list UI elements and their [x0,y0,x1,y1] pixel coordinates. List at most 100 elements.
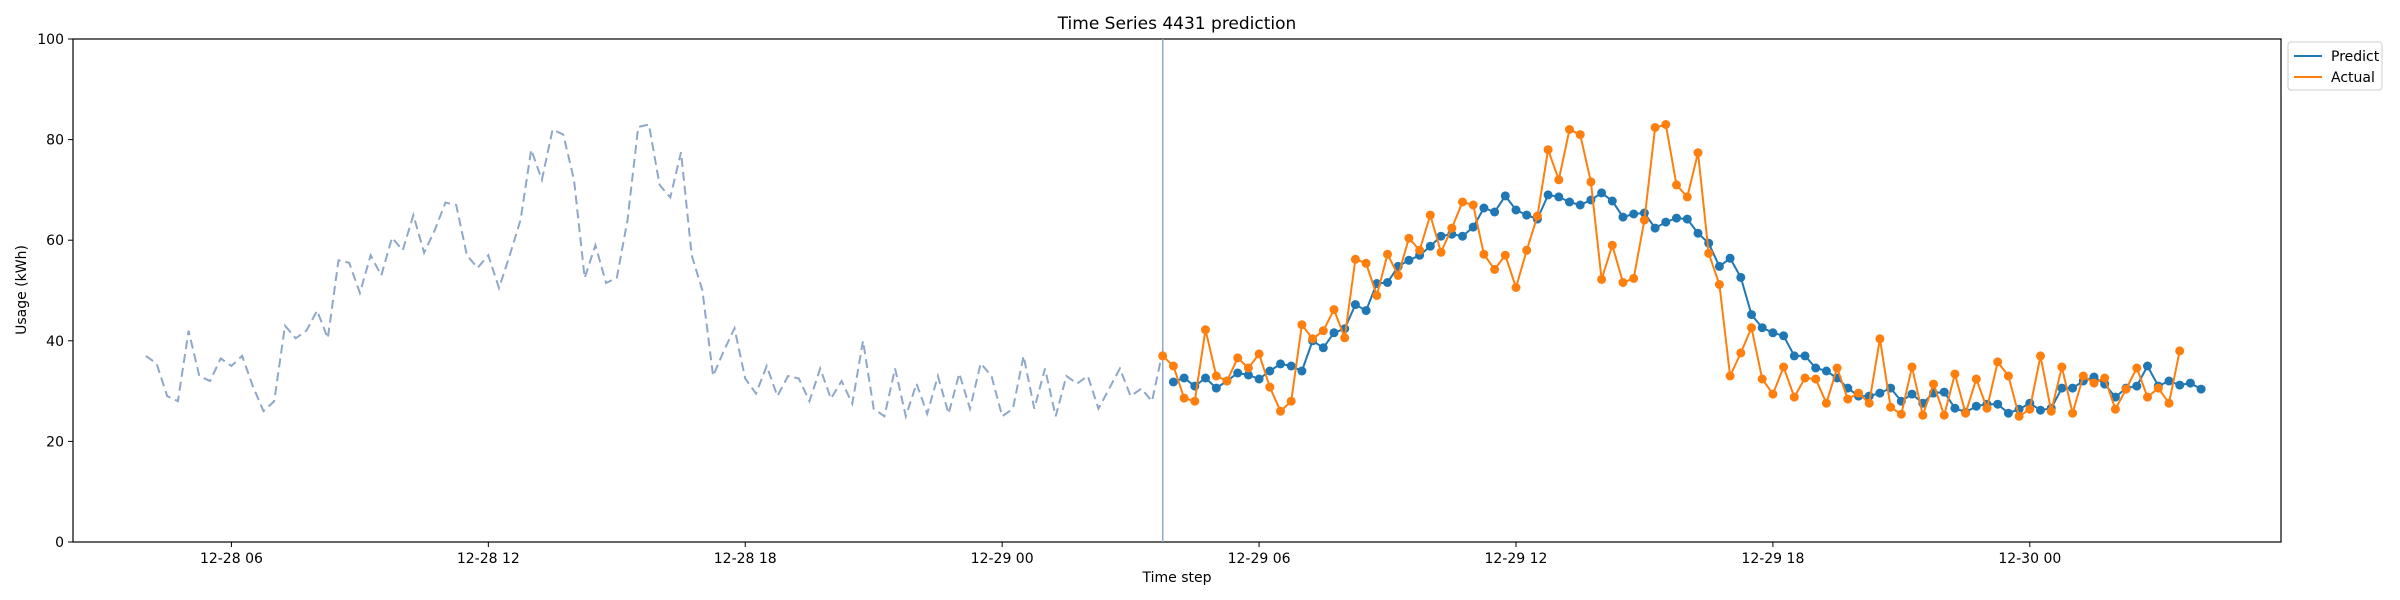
actual-point [1168,361,1178,371]
y-axis: 0 20 40 60 80 100 [37,32,73,551]
predict-point [2175,380,2185,390]
actual-point [1993,357,2003,367]
actual-point [2068,408,2078,418]
history-line [145,123,1164,421]
actual-point [2100,373,2110,383]
actual-point [1276,406,1285,416]
actual-point [1811,374,1821,384]
predict-point [1661,217,1671,227]
actual-point [1393,270,1403,280]
predict-point [2036,405,2045,415]
actual-point [1907,362,1917,372]
predict-point [1201,373,1210,383]
predict-point [1468,222,1478,232]
actual-point [2036,351,2045,361]
actual-line [1162,123,2181,419]
actual-point [1211,371,1221,381]
predict-point [1682,214,1692,224]
predict-point [1971,401,1981,411]
predict-point [1736,272,1746,282]
predict-point [1168,377,1178,387]
actual-point [1821,398,1831,408]
predict-point [1875,388,1885,398]
actual-point [1350,254,1360,264]
actual-point [1704,248,1714,258]
x-tick-label: 12-29 18 [1741,551,1804,567]
actual-point [1500,250,1510,260]
legend-label-actual: Actual [2331,70,2375,86]
actual-point [2025,404,2035,414]
predict-point [2164,376,2174,386]
actual-point [1308,334,1318,344]
actual-point [1672,180,1681,190]
predict-point [1254,374,1264,384]
predict-point [1436,231,1446,241]
actual-point [1597,274,1607,284]
actual-point [2078,371,2088,381]
actual-point [1629,273,1639,283]
predict-point [1950,403,1960,413]
actual-point [1886,402,1896,412]
predict-point [1907,389,1917,399]
actual-point [1800,373,1810,383]
actual-point [1565,125,1574,134]
predict-point [1618,212,1628,222]
actual-point [1265,382,1275,392]
predict-point [1383,278,1392,287]
actual-point [1179,393,1189,403]
actual-point [1233,353,1243,363]
legend-label-predict: Predict [2331,49,2380,65]
actual-point [1383,249,1392,259]
predict-point [1811,363,1821,373]
predict-point [2003,408,2013,418]
actual-point [2153,383,2163,393]
predict-point [1725,253,1735,263]
actual-point [1896,409,1906,419]
actual-point [2057,362,2067,372]
actual-point [1340,333,1350,343]
actual-point [1832,363,1842,373]
actual-point [1447,223,1457,233]
predict-point [1265,366,1275,376]
actual-point [1297,320,1307,330]
predict-point [1629,209,1639,219]
actual-point [2164,398,2174,408]
actual-point [1372,291,1382,300]
predict-point [1276,359,1285,369]
actual-point [1511,283,1521,292]
actual-point [1158,351,1168,361]
actual-point [1661,120,1671,129]
actual-point [2110,404,2120,414]
predict-point [2132,381,2142,391]
predict-point [1179,373,1189,383]
predict-point [1768,328,1778,338]
predict-point [1714,261,1724,271]
x-tick-label: 12-29 06 [1228,551,1291,567]
predict-line [1173,191,2202,415]
predict-point [2143,361,2152,371]
x-tick-label: 12-28 06 [200,551,263,567]
predict-point [1318,343,1328,353]
predict-point [1479,203,1489,213]
actual-point [1490,264,1500,274]
y-tick-label: 80 [46,133,64,149]
x-tick-label: 12-29 00 [971,551,1034,567]
x-axis: 12-28 06 12-28 12 12-28 18 12-29 00 12-29 06… [200,542,2061,567]
predict-point [1565,197,1574,207]
actual-point [1939,410,1949,420]
actual-point [1961,408,1971,418]
actual-point [1779,362,1789,372]
x-axis-title: Time step [1142,570,1212,586]
predict-point [1607,196,1617,206]
series-layer [145,39,2206,542]
predict-point [1789,351,1799,361]
actual-point [1864,398,1874,408]
actual-point [1971,374,1981,384]
actual-point [1747,323,1756,333]
predict-point [1500,191,1510,201]
predict-point [1939,387,1949,397]
predict-point [2057,383,2067,393]
actual-point [1361,258,1371,268]
predict-point [1243,370,1253,380]
